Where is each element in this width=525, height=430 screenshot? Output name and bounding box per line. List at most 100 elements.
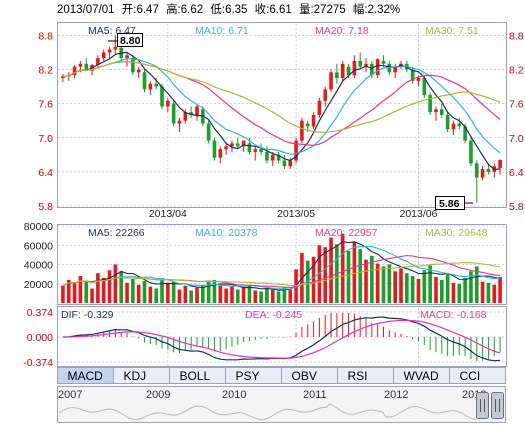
macd-ytick: 0.374 xyxy=(27,307,53,319)
volume-bar xyxy=(84,281,89,303)
candle-body xyxy=(305,123,310,127)
price-legend-ma20: MA20: 7.18 xyxy=(315,25,369,37)
price-legend-ma10: MA10: 6.71 xyxy=(195,25,249,37)
timeline-handle-left[interactable] xyxy=(476,392,489,419)
price-xtick: 2013/06 xyxy=(399,208,437,220)
candle-body xyxy=(463,126,467,141)
annotation-high: 8.80 xyxy=(108,33,143,47)
candle-body xyxy=(218,149,223,158)
volume-bar xyxy=(410,276,415,303)
volume-bar xyxy=(166,282,170,303)
candle-body xyxy=(177,120,182,124)
quote-low: 6.35 xyxy=(225,4,247,16)
candle-body xyxy=(428,95,432,113)
price-ytick-right: 7.0 xyxy=(509,133,524,145)
candle-body xyxy=(247,143,252,152)
tab-macd[interactable]: MACD xyxy=(57,367,114,384)
macd-legend-macd: MACD: -0.168 xyxy=(420,309,487,321)
volume-bar xyxy=(282,287,287,303)
price-panel xyxy=(57,22,507,208)
candle-body xyxy=(136,69,141,73)
candle-body xyxy=(346,66,351,76)
tab-psy[interactable]: PSY xyxy=(225,367,282,384)
candle-body xyxy=(498,159,502,168)
volume-bar xyxy=(66,279,71,303)
tab-boll[interactable]: BOLL xyxy=(169,367,226,384)
volume-bar xyxy=(270,289,275,303)
price-ytick-left: 8.8 xyxy=(38,30,53,42)
tab-wvad[interactable]: WVAD xyxy=(393,367,450,384)
timeline-handle-right[interactable] xyxy=(491,392,504,419)
volume-bar xyxy=(486,282,491,303)
quote-close: 6.61 xyxy=(269,4,291,16)
tab-rsi[interactable]: RSI xyxy=(337,367,394,384)
volume-bar xyxy=(90,288,94,303)
candle-body xyxy=(235,143,240,147)
timeline-navigator: 2007 2009 2010 2011 2012 2013 xyxy=(57,386,506,423)
volume-bar xyxy=(358,249,362,303)
volume-bar xyxy=(445,274,450,303)
volume-bar xyxy=(474,266,479,303)
volume-ma5-line xyxy=(62,241,501,291)
candle-body xyxy=(451,123,456,130)
volume-bar xyxy=(498,277,502,303)
macd-panel xyxy=(57,306,507,367)
volume-legend-ma20: MA20: 22957 xyxy=(315,227,378,239)
candle-body xyxy=(486,169,491,172)
candle-body xyxy=(270,154,275,161)
tab-kdj[interactable]: KDJ xyxy=(113,367,170,384)
price-ytick-right: 5.8 xyxy=(509,201,524,213)
candle-body xyxy=(107,49,112,53)
tab-obv[interactable]: OBV xyxy=(281,367,338,384)
volume-bar xyxy=(61,285,65,303)
header-quote: 2013/07/01 开:6.47 高:6.62 低:6.35 收:6.61 量… xyxy=(57,2,400,16)
volume-bar xyxy=(230,286,234,303)
volume-bar xyxy=(160,277,164,303)
candle-body xyxy=(183,112,188,121)
candle-body xyxy=(195,106,199,115)
candle-body xyxy=(311,115,316,127)
volume-bar xyxy=(177,289,182,303)
quote-high: 6.62 xyxy=(181,4,203,16)
volume-bar xyxy=(323,247,328,303)
candle-body xyxy=(434,109,438,113)
quote-volume: 27275 xyxy=(314,4,346,16)
tab-boll-label: BOLL xyxy=(180,369,211,383)
volume-bar xyxy=(416,278,421,303)
volume-bar xyxy=(457,283,462,303)
timeline-year-2009: 2009 xyxy=(146,389,170,401)
price-ytick-right: 8.8 xyxy=(509,30,524,42)
candle-body xyxy=(84,63,89,70)
volume-bar xyxy=(247,284,252,303)
candle-body xyxy=(160,86,164,107)
volume-bar xyxy=(212,279,217,303)
candle-body xyxy=(410,69,415,81)
candle-body xyxy=(276,154,281,161)
candle-body xyxy=(154,83,158,87)
price-ytick-left: 7.6 xyxy=(38,99,53,111)
candle-body xyxy=(300,120,304,141)
timeline-year-2012: 2012 xyxy=(384,389,408,401)
price-ytick-right: 8.2 xyxy=(509,65,524,77)
price-xtick: 2013/04 xyxy=(149,208,187,220)
candle-body xyxy=(212,140,217,158)
quote-date: 2013/07/01 xyxy=(57,4,115,16)
volume-bar xyxy=(370,255,374,303)
tab-obv-label: OBV xyxy=(292,369,317,383)
volume-bar xyxy=(480,281,485,303)
volume-bar xyxy=(218,285,223,303)
candle-body xyxy=(469,140,473,164)
candle-body xyxy=(166,100,170,107)
volume-bar xyxy=(206,281,211,303)
volume-bar xyxy=(317,245,322,303)
volume-bar xyxy=(346,251,351,303)
volume-legend-ma10: MA10: 20378 xyxy=(195,227,258,239)
annotation-low-label: 5.86 xyxy=(439,198,460,210)
timeline-year-2007: 2007 xyxy=(58,389,82,401)
candle-body xyxy=(445,115,450,130)
candle-body xyxy=(422,78,427,96)
price-ma30-line xyxy=(62,60,501,133)
tab-cci[interactable]: CCI xyxy=(449,367,506,384)
price-ytick-left: 7.0 xyxy=(38,133,53,145)
timeline-sparkline xyxy=(58,403,476,421)
